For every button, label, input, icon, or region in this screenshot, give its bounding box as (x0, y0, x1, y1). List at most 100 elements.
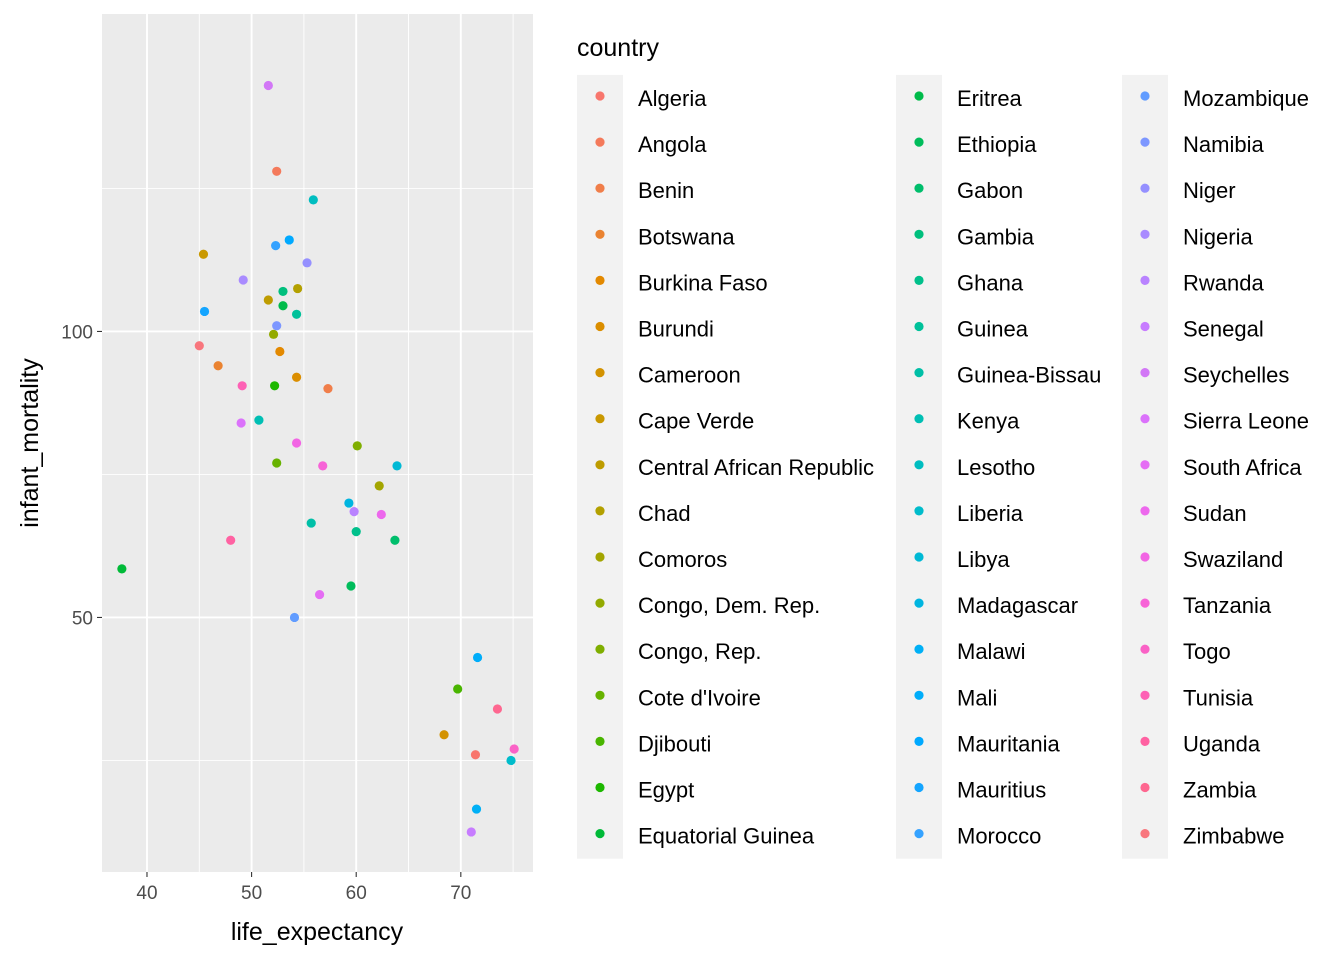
legend-key (595, 782, 605, 793)
data-point (344, 498, 354, 508)
legend-key (914, 229, 924, 239)
data-point (390, 535, 400, 545)
data-point (213, 361, 223, 371)
data-point (291, 309, 302, 319)
data-point (509, 744, 519, 754)
legend-label: Gabon (957, 178, 1023, 203)
legend-label: Mozambique (1183, 86, 1309, 111)
y-axis-ticks: 50 100 (61, 322, 102, 629)
legend-label: Gambia (957, 224, 1035, 249)
legend-key (1140, 183, 1150, 193)
data-point (318, 461, 328, 471)
legend-label: Chad (638, 501, 691, 526)
data-point (506, 755, 516, 766)
data-point (199, 306, 210, 317)
legend-label: Mali (957, 685, 997, 710)
legend-key (914, 690, 924, 700)
legend-label: Rwanda (1183, 270, 1264, 295)
data-point (263, 80, 273, 91)
legend-label: Egypt (638, 778, 694, 803)
data-point (376, 509, 386, 520)
data-point (289, 612, 300, 623)
legend-key (595, 644, 605, 654)
legend-key (1140, 690, 1150, 700)
legend-key (595, 183, 605, 193)
legend-key (1140, 644, 1150, 654)
legend-label: Cote d'Ivoire (638, 685, 761, 710)
legend-label: Zimbabwe (1183, 824, 1284, 849)
legend-label: South Africa (1183, 455, 1302, 480)
y-axis-title: infant_mortality (16, 358, 44, 528)
data-point (238, 275, 248, 285)
data-point (293, 283, 303, 294)
legend-key (595, 414, 605, 424)
legend-label: Madagascar (957, 593, 1078, 618)
data-point (308, 195, 318, 205)
data-point (351, 527, 361, 537)
legend-label: Djibouti (638, 731, 711, 756)
legend-label: Mauritius (957, 778, 1046, 803)
legend-key (595, 91, 605, 101)
data-point (323, 384, 333, 394)
legend-key (1140, 598, 1150, 608)
data-point (117, 564, 127, 574)
legend-label: Zambia (1183, 778, 1257, 803)
x-tick-label: 60 (346, 883, 367, 904)
x-tick-label: 50 (241, 883, 262, 904)
legend-label: Ethiopia (957, 132, 1037, 157)
legend-key (1140, 321, 1150, 332)
legend-key (1140, 552, 1150, 562)
legend-label: Benin (638, 178, 694, 203)
legend-key (1140, 368, 1150, 378)
data-point (272, 458, 282, 468)
legend-key (595, 460, 605, 470)
legend-key (595, 137, 605, 147)
legend-key (1140, 229, 1150, 239)
data-point (226, 535, 236, 545)
legend-label: Ghana (957, 270, 1024, 295)
legend-key (1140, 460, 1150, 470)
legend-key (595, 506, 605, 516)
legend-key (914, 137, 924, 147)
legend-label: Sudan (1183, 501, 1247, 526)
panel-background (102, 14, 533, 872)
legend-label: Togo (1183, 639, 1231, 664)
legend: Algeria Angola Benin Botswana Burkina Faso Bu… (577, 74, 1309, 859)
data-point (271, 241, 281, 251)
legend-label: Angola (638, 132, 707, 157)
legend-title: country (577, 34, 659, 62)
legend-label: Tunisia (1183, 685, 1254, 710)
legend-label: Senegal (1183, 317, 1264, 342)
data-point (284, 235, 294, 245)
data-point (272, 166, 282, 176)
data-point (453, 684, 463, 694)
legend-label: Niger (1183, 178, 1236, 203)
legend-label: Burkina Faso (638, 270, 768, 295)
legend-label: Comoros (638, 547, 727, 572)
legend-label: Nigeria (1183, 224, 1253, 249)
legend-label: Cape Verde (638, 409, 754, 434)
data-point (472, 652, 483, 663)
legend-key (914, 782, 924, 793)
data-point (466, 827, 476, 837)
data-point (237, 381, 247, 391)
legend-label: Eritrea (957, 86, 1023, 111)
data-point (314, 589, 325, 600)
legend-key (914, 275, 924, 285)
legend-label: Morocco (957, 824, 1041, 849)
legend-label: Burundi (638, 317, 714, 342)
x-tick-label: 70 (450, 883, 471, 904)
data-point (302, 258, 312, 268)
data-point (278, 301, 288, 311)
data-point (439, 730, 449, 740)
legend-key (595, 275, 605, 285)
data-point (349, 507, 359, 517)
legend-key (595, 552, 605, 562)
data-point (272, 321, 282, 331)
legend-key (1140, 137, 1150, 147)
legend-label: Swaziland (1183, 547, 1283, 572)
legend-key (914, 368, 924, 378)
data-point (198, 249, 209, 259)
legend-key (914, 736, 924, 747)
data-point (268, 329, 279, 339)
